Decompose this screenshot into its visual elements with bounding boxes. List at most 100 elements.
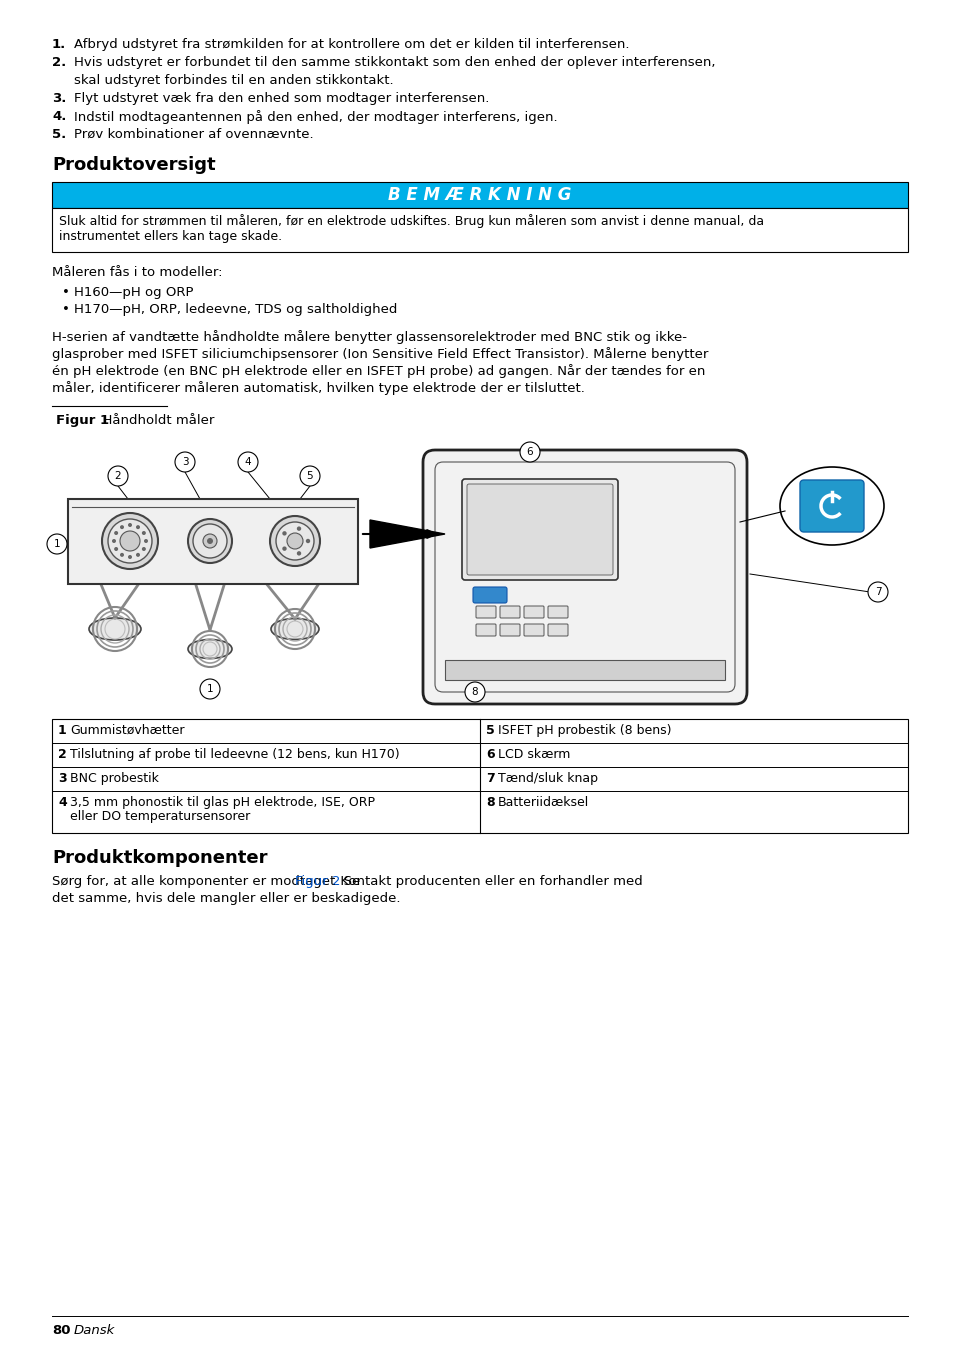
Text: Gummistøvhætter: Gummistøvhætter <box>70 724 184 737</box>
Circle shape <box>282 531 287 536</box>
Text: 6: 6 <box>485 747 494 761</box>
Text: Indstil modtageantennen på den enhed, der modtager interferens, igen.: Indstil modtageantennen på den enhed, de… <box>74 110 558 125</box>
Circle shape <box>102 513 158 569</box>
Polygon shape <box>370 520 444 548</box>
Text: LCD skærm: LCD skærm <box>497 747 570 761</box>
Circle shape <box>193 524 227 558</box>
Circle shape <box>282 547 287 551</box>
Text: Figur 2: Figur 2 <box>294 875 340 888</box>
Circle shape <box>203 533 216 548</box>
FancyBboxPatch shape <box>473 588 506 603</box>
Text: 5.: 5. <box>52 129 66 141</box>
Text: instrumentet ellers kan tage skade.: instrumentet ellers kan tage skade. <box>59 230 282 242</box>
Text: H160—pH og ORP: H160—pH og ORP <box>74 286 193 299</box>
Text: 5: 5 <box>306 471 313 481</box>
Text: 8: 8 <box>471 686 477 697</box>
Text: •: • <box>62 286 70 299</box>
Text: skal udstyret forbindes til en anden stikkontakt.: skal udstyret forbindes til en anden sti… <box>74 74 394 87</box>
Bar <box>52 719 907 833</box>
Text: BNC probestik: BNC probestik <box>70 772 159 785</box>
Bar <box>52 209 907 252</box>
Text: Tænd/sluk knap: Tænd/sluk knap <box>497 772 598 785</box>
Circle shape <box>47 533 67 554</box>
Circle shape <box>287 533 303 548</box>
Circle shape <box>306 539 310 543</box>
Circle shape <box>120 525 124 529</box>
Circle shape <box>207 538 213 544</box>
Text: 1: 1 <box>207 684 213 695</box>
Circle shape <box>188 519 232 563</box>
FancyBboxPatch shape <box>422 450 746 704</box>
Circle shape <box>270 516 319 566</box>
Circle shape <box>142 547 146 551</box>
Text: 8: 8 <box>485 796 494 808</box>
Text: . Kontakt producenten eller en forhandler med: . Kontakt producenten eller en forhandle… <box>332 875 642 888</box>
Text: 5: 5 <box>485 724 495 737</box>
Text: Håndholdt måler: Håndholdt måler <box>94 414 214 427</box>
Text: Prøv kombinationer af ovennævnte.: Prøv kombinationer af ovennævnte. <box>74 129 314 141</box>
Text: 4: 4 <box>244 458 251 467</box>
Text: Produktoversigt: Produktoversigt <box>52 156 215 175</box>
Circle shape <box>136 552 140 556</box>
Text: 3: 3 <box>181 458 188 467</box>
Circle shape <box>120 531 140 551</box>
FancyBboxPatch shape <box>547 624 567 636</box>
Text: 7: 7 <box>485 772 495 785</box>
Text: Måleren fås i to modeller:: Måleren fås i to modeller: <box>52 265 222 279</box>
FancyBboxPatch shape <box>467 483 613 575</box>
Text: H-serien af vandtætte håndholdte målere benytter glassensorelektroder med BNC st: H-serien af vandtætte håndholdte målere … <box>52 330 686 344</box>
FancyBboxPatch shape <box>476 624 496 636</box>
Text: 80: 80 <box>52 1324 71 1336</box>
Text: det samme, hvis dele mangler eller er beskadigede.: det samme, hvis dele mangler eller er be… <box>52 892 400 904</box>
Circle shape <box>120 552 124 556</box>
Text: 1.: 1. <box>52 38 66 51</box>
Circle shape <box>144 539 148 543</box>
Ellipse shape <box>780 467 883 546</box>
FancyBboxPatch shape <box>499 624 519 636</box>
Circle shape <box>128 555 132 559</box>
Text: Dansk: Dansk <box>74 1324 115 1336</box>
Circle shape <box>275 523 314 561</box>
Circle shape <box>299 466 319 486</box>
Text: 4: 4 <box>58 796 67 808</box>
FancyBboxPatch shape <box>461 479 618 580</box>
Text: 1: 1 <box>53 539 60 548</box>
Text: 2: 2 <box>58 747 67 761</box>
Text: Sørg for, at alle komponenter er modtaget. Se: Sørg for, at alle komponenter er modtage… <box>52 875 364 888</box>
Ellipse shape <box>89 617 141 640</box>
Text: glasprober med ISFET siliciumchipsensorer (Ion Sensitive Field Effect Transistor: glasprober med ISFET siliciumchipsensore… <box>52 347 708 362</box>
Text: •: • <box>62 303 70 315</box>
Circle shape <box>128 523 132 527</box>
Text: ISFET pH probestik (8 bens): ISFET pH probestik (8 bens) <box>497 724 671 737</box>
Text: Hvis udstyret er forbundet til den samme stikkontakt som den enhed der oplever i: Hvis udstyret er forbundet til den samme… <box>74 56 715 69</box>
Text: B E M Æ R K N I N G: B E M Æ R K N I N G <box>388 185 571 204</box>
Text: Tilslutning af probe til ledeevne (12 bens, kun H170): Tilslutning af probe til ledeevne (12 be… <box>70 747 399 761</box>
FancyBboxPatch shape <box>800 481 863 532</box>
Bar <box>444 659 724 680</box>
Text: Afbryd udstyret fra strømkilden for at kontrollere om det er kilden til interfer: Afbryd udstyret fra strømkilden for at k… <box>74 38 629 51</box>
Circle shape <box>867 582 887 603</box>
Text: Figur 1: Figur 1 <box>56 414 109 427</box>
Text: Flyt udstyret væk fra den enhed som modtager interferensen.: Flyt udstyret væk fra den enhed som modt… <box>74 92 489 106</box>
Circle shape <box>200 678 220 699</box>
Text: 6: 6 <box>526 447 533 458</box>
FancyBboxPatch shape <box>499 607 519 617</box>
Text: 7: 7 <box>874 588 881 597</box>
Ellipse shape <box>188 639 232 658</box>
Text: H170—pH, ORP, ledeevne, TDS og saltholdighed: H170—pH, ORP, ledeevne, TDS og saltholdi… <box>74 303 397 315</box>
Circle shape <box>114 547 118 551</box>
Circle shape <box>112 539 116 543</box>
FancyBboxPatch shape <box>523 624 543 636</box>
Text: Sluk altid for strømmen til måleren, før en elektrode udskiftes. Brug kun målere: Sluk altid for strømmen til måleren, før… <box>59 214 763 227</box>
FancyBboxPatch shape <box>523 607 543 617</box>
FancyBboxPatch shape <box>476 607 496 617</box>
Bar <box>68 500 357 584</box>
Text: 3,5 mm phonostik til glas pH elektrode, ISE, ORP: 3,5 mm phonostik til glas pH elektrode, … <box>70 796 375 808</box>
Bar <box>52 181 907 209</box>
Text: 2: 2 <box>114 471 121 481</box>
Circle shape <box>174 452 194 473</box>
Text: 4.: 4. <box>52 110 67 123</box>
Text: måler, identificerer måleren automatisk, hvilken type elektrode der er tilslutte: måler, identificerer måleren automatisk,… <box>52 380 584 395</box>
Circle shape <box>108 519 152 563</box>
Text: 3.: 3. <box>52 92 67 106</box>
